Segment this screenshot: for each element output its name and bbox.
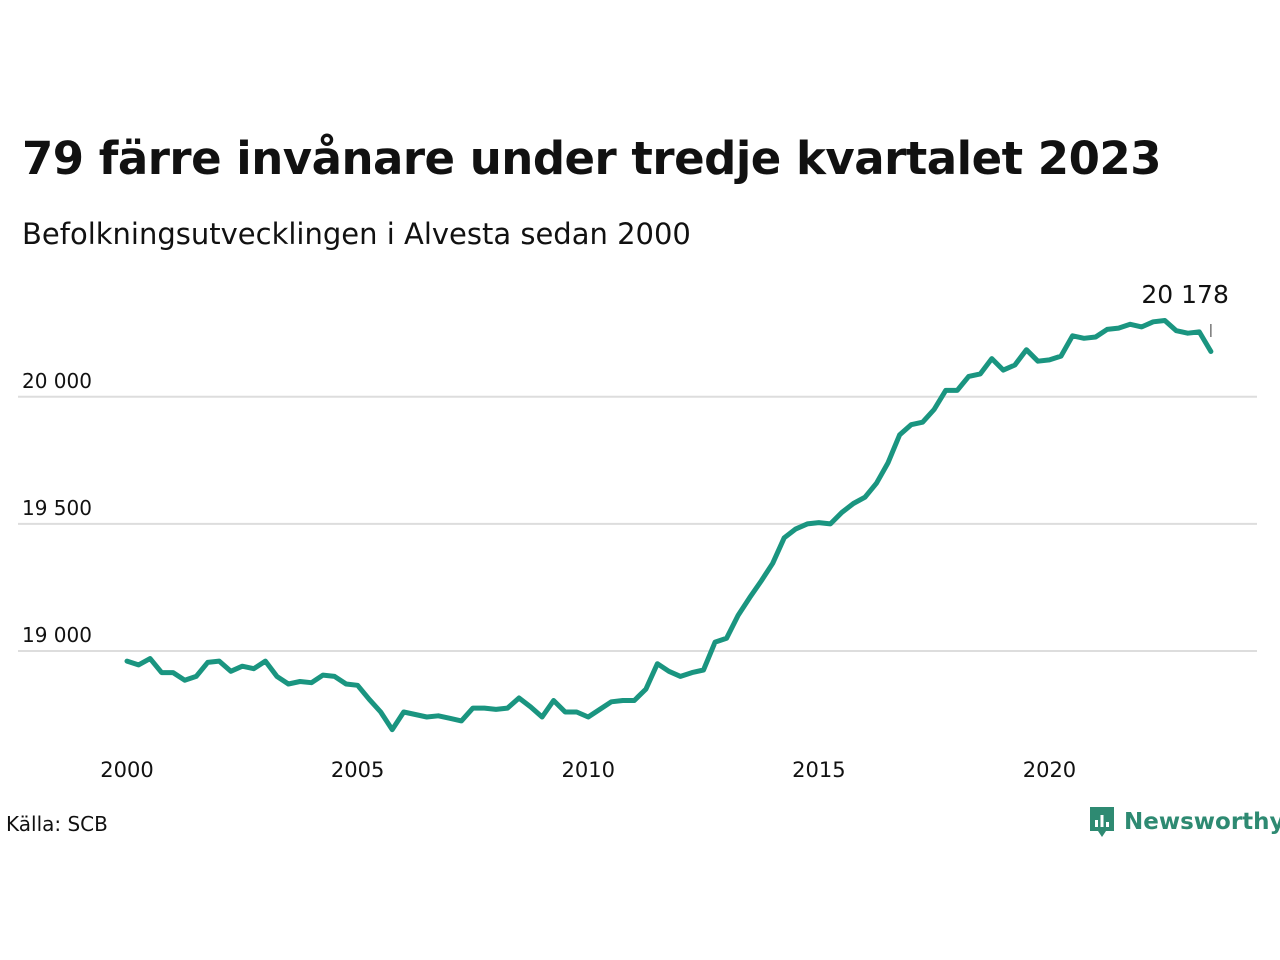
x-tick-label: 2005	[331, 758, 384, 782]
brand-logo: Newsworthy	[1088, 805, 1280, 839]
x-tick-label: 2020	[1023, 758, 1076, 782]
brand-name: Newsworthy	[1124, 809, 1280, 835]
source-note: Källa: SCB	[6, 812, 108, 836]
y-tick-label: 19 500	[22, 496, 92, 520]
last-value-label: 20 178	[1141, 280, 1228, 309]
y-tick-label: 19 000	[22, 623, 92, 647]
series-line	[124, 318, 1214, 733]
chart-subtitle: Befolkningsutvecklingen i Alvesta sedan …	[22, 217, 691, 251]
newsworthy-logo-icon	[1090, 807, 1114, 837]
x-tick-label: 2000	[100, 758, 153, 782]
chart-title: 79 färre invånare under tredje kvartalet…	[22, 132, 1162, 185]
x-tick-label: 2010	[561, 758, 614, 782]
x-tick-label: 2015	[792, 758, 845, 782]
y-tick-label: 20 000	[22, 369, 92, 393]
